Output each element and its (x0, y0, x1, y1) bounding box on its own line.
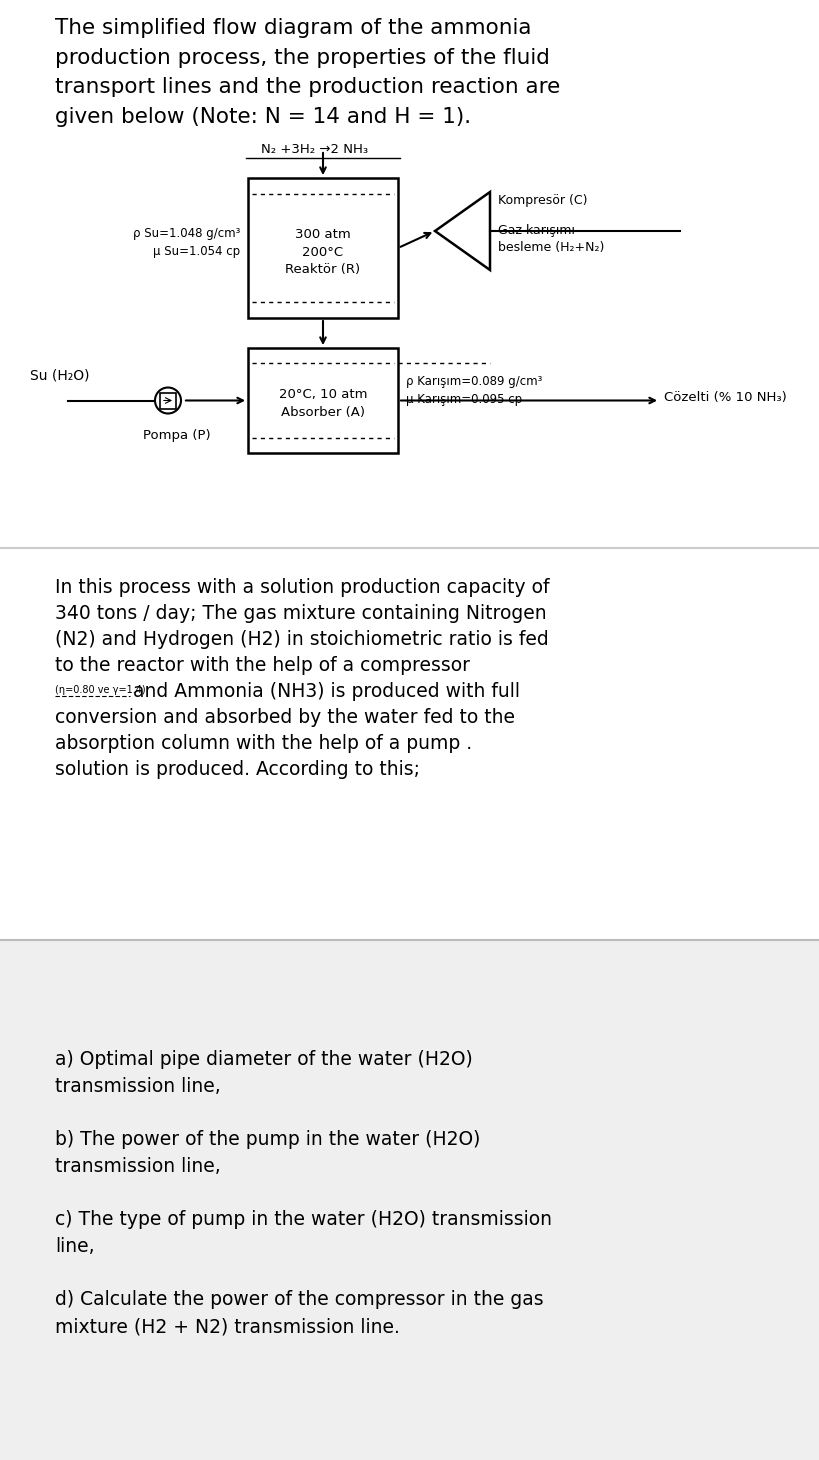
Text: c) The type of pump in the water (H2O) transmission
line,: c) The type of pump in the water (H2O) t… (55, 1210, 551, 1256)
Text: absorption column with the help of a pump .: absorption column with the help of a pum… (55, 734, 472, 753)
Text: to the reactor with the help of a compressor: to the reactor with the help of a compre… (55, 656, 469, 675)
Text: ρ Su=1.048 g/cm³
μ Su=1.054 cp: ρ Su=1.048 g/cm³ μ Su=1.054 cp (133, 228, 240, 258)
Text: (N2) and Hydrogen (H2) in stoichiometric ratio is fed: (N2) and Hydrogen (H2) in stoichiometric… (55, 631, 548, 650)
Text: ρ Karışım=0.089 g/cm³
μ Karışım=0.095 cp: ρ Karışım=0.089 g/cm³ μ Karışım=0.095 cp (405, 375, 541, 406)
Bar (160, 393, 176, 409)
Text: 340 tons / day; The gas mixture containing Nitrogen: 340 tons / day; The gas mixture containi… (55, 604, 546, 623)
Bar (247, 347, 397, 453)
Polygon shape (434, 193, 490, 270)
Text: In this process with a solution production capacity of: In this process with a solution producti… (55, 578, 549, 597)
Text: Cözelti (% 10 NH₃): Cözelti (% 10 NH₃) (663, 391, 785, 404)
Text: solution is produced. According to this;: solution is produced. According to this; (55, 761, 419, 780)
Text: a) Optimal pipe diameter of the water (H2O)
transmission line,: a) Optimal pipe diameter of the water (H… (55, 1050, 473, 1096)
Text: d) Calculate the power of the compressor in the gas
mixture (H2 + N2) transmissi: d) Calculate the power of the compressor… (55, 1291, 543, 1336)
Text: b) The power of the pump in the water (H2O)
transmission line,: b) The power of the pump in the water (H… (55, 1130, 480, 1177)
Text: N₂ +3H₂ →2 NH₃: N₂ +3H₂ →2 NH₃ (261, 143, 368, 156)
Text: and Ammonia (NH3) is produced with full: and Ammonia (NH3) is produced with full (133, 682, 519, 701)
Circle shape (155, 387, 181, 413)
Text: 300 atm
200°C
Reaktör (R): 300 atm 200°C Reaktör (R) (285, 228, 360, 276)
Bar (0, 940, 819, 1460)
Text: Pompa (P): Pompa (P) (143, 428, 210, 441)
Text: 20°C, 10 atm
Absorber (A): 20°C, 10 atm Absorber (A) (278, 388, 367, 419)
Bar (247, 178, 397, 318)
Text: Kompresör (C): Kompresör (C) (497, 194, 586, 207)
Text: Gaz karışımı
besleme (H₂+N₂): Gaz karışımı besleme (H₂+N₂) (497, 223, 604, 254)
Text: conversion and absorbed by the water fed to the: conversion and absorbed by the water fed… (55, 708, 514, 727)
Text: (η=0.80 ve γ=1.4): (η=0.80 ve γ=1.4) (55, 685, 146, 695)
Text: Su (H₂O): Su (H₂O) (30, 368, 89, 383)
Text: The simplified flow diagram of the ammonia
production process, the properties of: The simplified flow diagram of the ammon… (55, 18, 559, 127)
